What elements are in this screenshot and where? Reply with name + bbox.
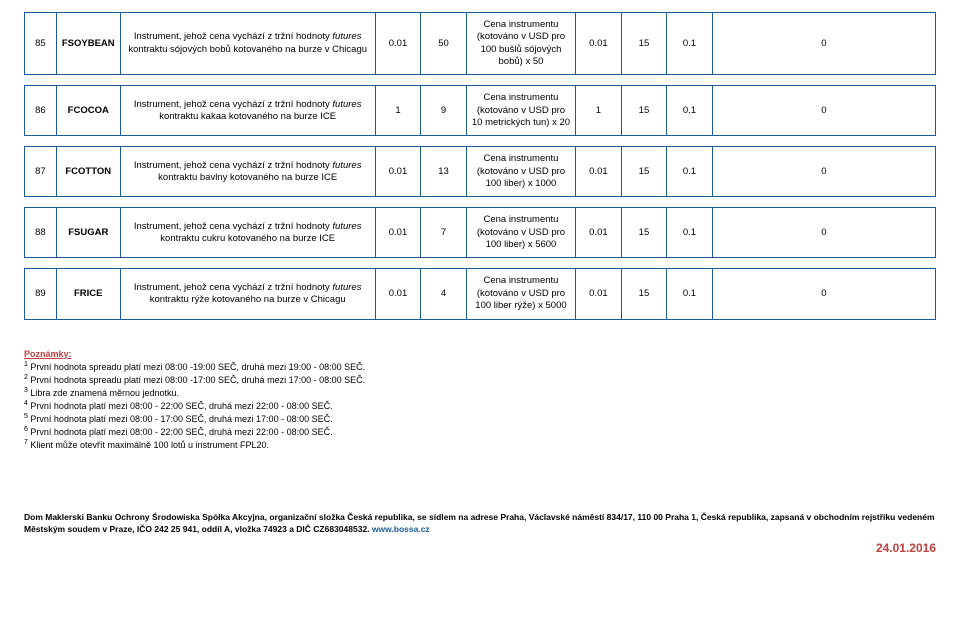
desc-italic: futures	[332, 221, 361, 232]
row-val-1: 0.01	[375, 208, 421, 258]
instrument-row: 85FSOYBEAN Instrument, jehož cena vychází…	[24, 12, 936, 75]
row-val-2: 9	[421, 86, 467, 136]
note-2: První hodnota spreadu platí mezi 08:00 -…	[30, 375, 365, 385]
row-val-4: 15	[621, 86, 667, 136]
row-price-formula: Cena instrumentu (kotováno v USD pro 100…	[466, 13, 575, 75]
note-sup-6: 6	[24, 426, 28, 433]
desc-pre: Instrument, jehož cena vychází z tržní h…	[134, 221, 333, 232]
row-val-4: 15	[621, 147, 667, 197]
row-val-3: 0.01	[576, 208, 622, 258]
note-sup-5: 5	[24, 413, 28, 420]
row-val-3: 1	[576, 86, 622, 136]
row-val-5: 0.1	[667, 86, 713, 136]
row-val-5: 0.1	[667, 13, 713, 75]
footer-link[interactable]: www.bossa.cz	[372, 524, 430, 534]
row-description: Instrument, jehož cena vychází z tržní h…	[120, 269, 375, 319]
note-sup-7: 7	[24, 439, 28, 446]
row-symbol: FCOTTON	[56, 147, 120, 197]
row-price-formula: Cena instrumentu (kotováno v USD pro 100…	[466, 269, 575, 319]
desc-italic: futures	[332, 160, 361, 171]
desc-pre: Instrument, jehož cena vychází z tržní h…	[134, 31, 333, 42]
note-3: Libra zde znamená měrnou jednotku.	[30, 388, 179, 398]
instrument-row: 86FCOCOA Instrument, jehož cena vychází z…	[24, 85, 936, 136]
row-price-formula: Cena instrumentu (kotováno v USD pro 10 …	[466, 86, 575, 136]
row-symbol: FSUGAR	[56, 208, 120, 258]
row-val-3: 0.01	[576, 13, 622, 75]
instrument-row: 89FRICE Instrument, jehož cena vychází z …	[24, 268, 936, 319]
desc-post: kontraktu bavlny kotovaného na burze ICE	[158, 172, 337, 183]
footer-text: Dom Maklerski Banku Ochrony Środowiska S…	[24, 512, 936, 536]
row-val-6: 0	[712, 269, 935, 319]
row-val-6: 0	[712, 147, 935, 197]
row-val-6: 0	[712, 13, 935, 75]
row-val-3: 0.01	[576, 269, 622, 319]
desc-italic: futures	[332, 99, 361, 110]
row-id: 87	[25, 147, 57, 197]
row-id: 86	[25, 86, 57, 136]
note-7: Klient může otevřít maximálně 100 lotů u…	[30, 440, 269, 450]
notes-block: Poznámky: 1 První hodnota spreadu platí …	[24, 348, 936, 452]
instrument-row: 88FSUGAR Instrument, jehož cena vychází z…	[24, 207, 936, 258]
note-sup-1: 1	[24, 361, 28, 368]
desc-post: kontraktu kakaa kotovaného na burze ICE	[159, 111, 336, 122]
row-val-1: 1	[375, 86, 421, 136]
row-val-5: 0.1	[667, 269, 713, 319]
row-val-6: 0	[712, 86, 935, 136]
row-price-formula: Cena instrumentu (kotováno v USD pro 100…	[466, 208, 575, 258]
row-val-2: 50	[421, 13, 467, 75]
desc-post: kontraktu rýže kotovaného na burze v Chi…	[150, 294, 346, 305]
row-id: 89	[25, 269, 57, 319]
row-id: 85	[25, 13, 57, 75]
desc-italic: futures	[332, 282, 361, 293]
footer-body: Dom Maklerski Banku Ochrony Środowiska S…	[24, 512, 935, 534]
note-sup-3: 3	[24, 387, 28, 394]
note-4: První hodnota platí mezi 08:00 - 22:00 S…	[30, 401, 332, 411]
row-symbol: FSOYBEAN	[56, 13, 120, 75]
desc-pre: Instrument, jehož cena vychází z tržní h…	[134, 99, 333, 110]
row-val-5: 0.1	[667, 208, 713, 258]
note-sup-4: 4	[24, 400, 28, 407]
row-val-1: 0.01	[375, 13, 421, 75]
row-val-1: 0.01	[375, 147, 421, 197]
notes-title: Poznámky:	[24, 349, 72, 359]
row-description: Instrument, jehož cena vychází z tržní h…	[120, 208, 375, 258]
row-description: Instrument, jehož cena vychází z tržní h…	[120, 13, 375, 75]
row-val-4: 15	[621, 208, 667, 258]
note-6: První hodnota platí mezi 08:00 - 22:00 S…	[30, 427, 332, 437]
note-sup-2: 2	[24, 374, 28, 381]
row-val-2: 4	[421, 269, 467, 319]
row-symbol: FRICE	[56, 269, 120, 319]
desc-italic: futures	[332, 31, 361, 42]
desc-pre: Instrument, jehož cena vychází z tržní h…	[134, 282, 333, 293]
row-val-6: 0	[712, 208, 935, 258]
row-val-2: 7	[421, 208, 467, 258]
row-val-4: 15	[621, 13, 667, 75]
row-id: 88	[25, 208, 57, 258]
row-symbol: FCOCOA	[56, 86, 120, 136]
row-description: Instrument, jehož cena vychází z tržní h…	[120, 86, 375, 136]
desc-post: kontraktu sójových bobů kotovaného na bu…	[128, 44, 367, 55]
row-val-1: 0.01	[375, 269, 421, 319]
row-price-formula: Cena instrumentu (kotováno v USD pro 100…	[466, 147, 575, 197]
note-5: První hodnota platí mezi 08:00 - 17:00 S…	[30, 414, 332, 424]
note-1: První hodnota spreadu platí mezi 08:00 -…	[30, 362, 365, 372]
desc-pre: Instrument, jehož cena vychází z tržní h…	[134, 160, 333, 171]
row-val-5: 0.1	[667, 147, 713, 197]
row-val-3: 0.01	[576, 147, 622, 197]
desc-post: kontraktu cukru kotovaného na burze ICE	[160, 233, 335, 244]
instrument-row: 87FCOTTON Instrument, jehož cena vychází …	[24, 146, 936, 197]
row-val-2: 13	[421, 147, 467, 197]
row-description: Instrument, jehož cena vychází z tržní h…	[120, 147, 375, 197]
document-date: 24.01.2016	[24, 541, 936, 555]
row-val-4: 15	[621, 269, 667, 319]
